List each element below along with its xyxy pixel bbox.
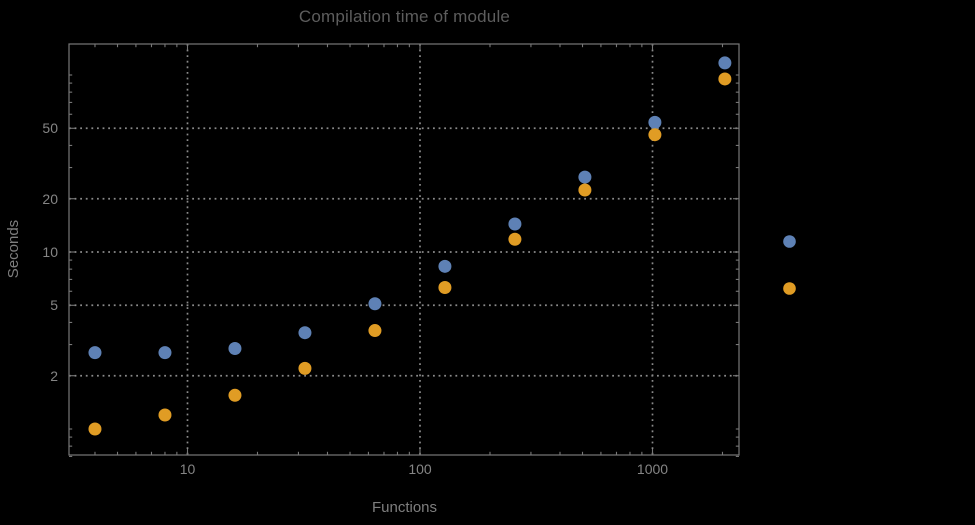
point-series-2-x4 [88, 422, 102, 436]
point-series-2-x2048 [718, 72, 732, 86]
x-axis-label: Functions [371, 499, 438, 516]
y-tick-label-10: 10 [42, 244, 58, 260]
point-series-1-x1024 [648, 115, 662, 129]
y-tick-label-2: 2 [50, 367, 58, 384]
point-series-2-x128 [438, 281, 452, 295]
point-series-1-x4 [88, 346, 102, 360]
y-tick-label-5: 5 [50, 297, 58, 314]
point-series-2-x16 [228, 388, 242, 402]
x-tick-label-1000: 1000 [636, 461, 669, 477]
x-tick-label-10: 10 [179, 461, 196, 477]
point-series-2-x8 [158, 408, 172, 422]
point-series-1-x256 [508, 217, 522, 231]
point-series-2-x512 [578, 183, 592, 197]
point-series-1-x128 [438, 259, 452, 273]
y-tick-label-50: 50 [42, 120, 58, 137]
x-tick-label-100: 100 [408, 461, 432, 477]
point-series-2-x256 [508, 232, 522, 246]
y-tick-label-20: 20 [42, 190, 58, 207]
legend-marker-series-2 [783, 282, 796, 295]
point-series-1-x8 [158, 346, 172, 360]
point-series-2-x1024 [648, 128, 662, 142]
point-series-1-x64 [368, 297, 382, 311]
point-series-2-x32 [298, 361, 312, 375]
point-series-2-x64 [368, 324, 382, 338]
point-series-1-x512 [578, 170, 592, 184]
point-series-1-x2048 [718, 56, 732, 70]
point-series-1-x16 [228, 341, 242, 355]
point-series-1-x32 [298, 326, 312, 340]
legend-marker-series-1 [783, 235, 796, 248]
chart-title: Compilation time of module [298, 7, 511, 26]
plot-frame [68, 43, 740, 456]
